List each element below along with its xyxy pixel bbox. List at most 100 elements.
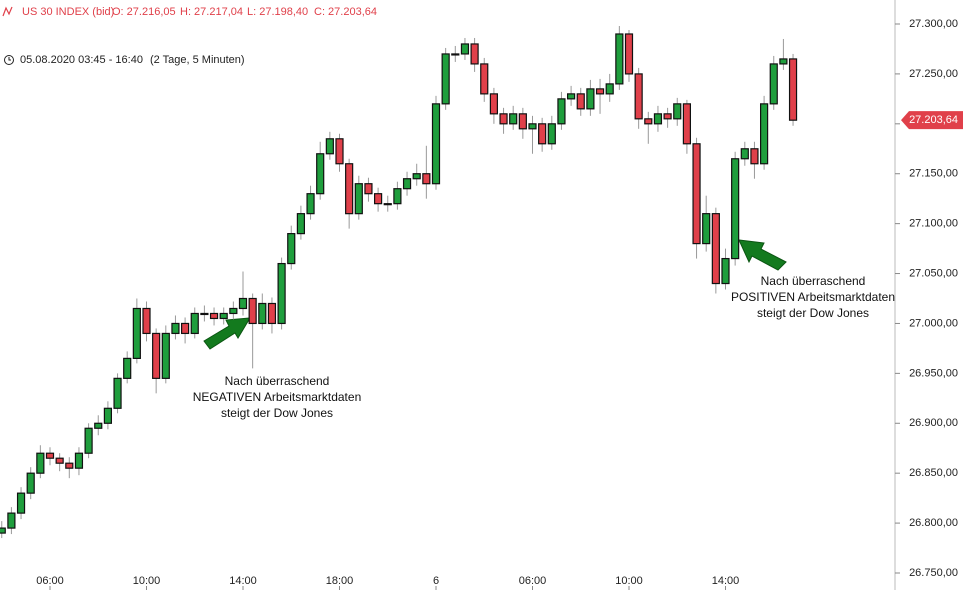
x-tick-label: 18:00 <box>326 575 354 587</box>
candle-body <box>103 407 113 424</box>
candle-body <box>528 123 537 130</box>
candle <box>354 175 363 220</box>
y-tick-label: 26.750,00 <box>909 567 958 579</box>
y-tick-label: 26.850,00 <box>909 467 958 479</box>
candle <box>374 187 383 212</box>
x-tick-label: 06:00 <box>36 575 64 587</box>
candle <box>287 225 296 270</box>
candle <box>161 325 170 384</box>
candle <box>595 78 605 114</box>
candle <box>181 317 190 344</box>
price-tag-label: 27.203,64 <box>909 114 958 126</box>
candle <box>576 87 585 116</box>
symbol-icon <box>2 6 13 17</box>
candle-body <box>296 213 305 235</box>
candle <box>624 29 634 82</box>
candle <box>682 99 692 154</box>
candle-body <box>219 312 228 320</box>
ohlc-label: L: 27.198,40 <box>247 6 308 18</box>
candle-body <box>480 63 489 95</box>
candle-body <box>335 138 344 165</box>
candle-body <box>132 307 141 359</box>
candle-body <box>663 113 672 120</box>
candle <box>692 137 701 259</box>
candle-body <box>740 148 749 160</box>
y-tick-label: 27.250,00 <box>909 68 958 80</box>
candle <box>267 297 277 334</box>
candle <box>518 107 527 139</box>
candle <box>65 457 74 479</box>
candle <box>345 158 354 229</box>
candle-body <box>538 123 547 145</box>
candle <box>538 117 547 152</box>
candle-body <box>181 322 190 335</box>
candle-body <box>267 302 277 325</box>
candle <box>460 37 470 60</box>
annotation: POSITIVEN Arbeitsmarktdaten <box>731 290 895 304</box>
candle <box>200 305 209 322</box>
candle <box>431 95 441 190</box>
candle-body <box>0 527 6 534</box>
candle-body <box>750 148 759 165</box>
candle <box>779 38 788 70</box>
candle-body <box>615 33 624 85</box>
candle-body <box>142 307 151 335</box>
candle-body <box>721 257 730 285</box>
candle-body <box>499 113 508 125</box>
candle <box>721 248 730 290</box>
annotation: steigt der Dow Jones <box>221 406 333 420</box>
candle <box>229 301 238 320</box>
candle-body <box>383 203 392 206</box>
candle-body <box>306 193 315 215</box>
candle <box>132 298 141 364</box>
candle-body <box>692 143 701 245</box>
candle <box>94 415 103 436</box>
candle <box>258 293 267 330</box>
candle <box>26 467 35 500</box>
price-tag <box>901 111 963 130</box>
candle <box>451 45 460 62</box>
y-tick-label: 27.150,00 <box>909 168 958 180</box>
candle-body <box>644 118 653 125</box>
candle-body <box>412 173 421 180</box>
candle <box>480 57 489 102</box>
candle-body <box>374 193 383 205</box>
candle-body <box>759 103 769 165</box>
candle <box>335 133 344 172</box>
candle-body <box>229 307 238 315</box>
instrument: US 30 INDEX (bid) <box>22 6 114 18</box>
candle <box>663 107 672 128</box>
candle <box>634 67 643 129</box>
candle <box>383 195 392 212</box>
arrow <box>738 239 787 271</box>
candle <box>402 171 412 196</box>
candle <box>422 145 431 199</box>
candle <box>441 47 450 110</box>
candle-body <box>451 53 460 56</box>
candle-body <box>557 98 566 125</box>
candle <box>209 307 219 326</box>
candle-body <box>123 357 132 379</box>
candle <box>557 91 566 130</box>
annotation: steigt der Dow Jones <box>757 306 869 320</box>
candle-body <box>586 88 595 110</box>
candle-body <box>248 297 257 325</box>
candle-body <box>325 138 334 155</box>
y-tick-label: 27.100,00 <box>909 218 958 230</box>
candle <box>142 301 151 342</box>
candle <box>74 447 84 476</box>
candle-body <box>84 427 93 454</box>
candle-body <box>509 113 518 125</box>
candle <box>605 73 614 102</box>
candle <box>84 423 93 459</box>
candle <box>325 131 334 160</box>
candle-body <box>702 213 711 245</box>
y-tick-label: 27.000,00 <box>909 317 958 329</box>
annotation: NEGATIVEN Arbeitsmarktdaten <box>193 390 362 404</box>
candle <box>731 151 740 266</box>
candle-body <box>402 178 412 190</box>
candle <box>364 177 373 202</box>
x-tick-label: 14:00 <box>229 575 257 587</box>
candle-body <box>431 103 441 185</box>
